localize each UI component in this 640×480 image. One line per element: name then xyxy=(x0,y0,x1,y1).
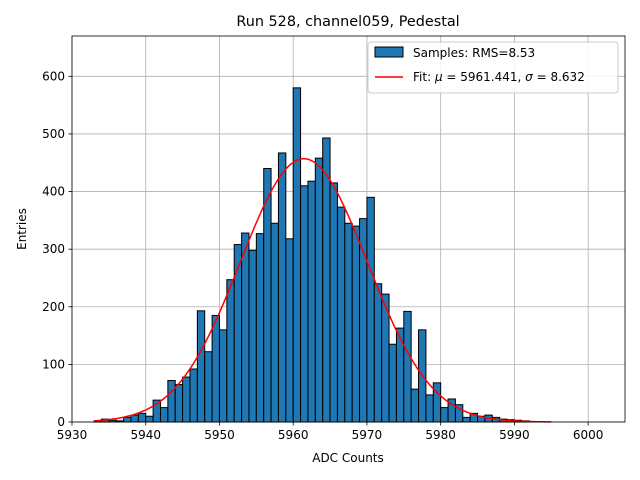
histogram-bar xyxy=(145,415,154,423)
legend-fit-label: Fit: μ = 5961.441, σ = 8.632 xyxy=(413,70,585,84)
x-tick-label: 5980 xyxy=(425,428,456,442)
histogram-bar xyxy=(425,394,434,423)
histogram-bar xyxy=(388,343,397,423)
histogram-bar xyxy=(248,249,257,423)
x-tick-label: 5940 xyxy=(130,428,161,442)
histogram-bar xyxy=(307,180,316,423)
y-tick-label: 300 xyxy=(42,242,65,256)
y-tick-label: 200 xyxy=(42,300,65,314)
histogram-bar xyxy=(366,196,375,423)
histogram-bar xyxy=(123,416,132,423)
histogram-bar xyxy=(204,351,213,423)
legend-samples-swatch xyxy=(374,46,404,58)
histogram-bar xyxy=(263,168,272,423)
histogram-bar xyxy=(226,279,235,423)
legend-sigma-eq: = xyxy=(533,70,551,84)
legend: Samples: RMS=8.53 Fit: μ = 5961.441, σ =… xyxy=(367,41,619,94)
x-tick-label: 5950 xyxy=(204,428,235,442)
histogram-bar xyxy=(270,222,279,423)
histogram-bar xyxy=(359,218,368,423)
histogram-bar xyxy=(410,388,420,423)
histogram-bar xyxy=(159,407,169,423)
x-tick-label: 6000 xyxy=(573,428,604,442)
histogram-bar xyxy=(189,368,198,423)
histogram-bar xyxy=(285,238,294,423)
chart-title: Run 528, channel059, Pedestal xyxy=(236,14,459,30)
histogram-bar xyxy=(351,225,361,423)
x-tick-label: 5970 xyxy=(352,428,383,442)
fit-curve xyxy=(94,157,552,423)
histogram-bar xyxy=(277,152,287,423)
histogram-bars xyxy=(93,87,530,423)
plot-frame xyxy=(71,35,626,423)
legend-mu-symbol: μ xyxy=(434,70,443,84)
histogram-bar xyxy=(440,407,449,423)
histogram-bar xyxy=(233,244,243,423)
histogram-bar xyxy=(322,137,331,423)
histogram-bar xyxy=(373,283,383,423)
histogram-bar xyxy=(432,382,442,423)
histogram-bar xyxy=(211,314,220,423)
histogram-bar xyxy=(462,416,471,423)
x-axis-label: ADC Counts xyxy=(312,451,384,465)
y-tick-label: 600 xyxy=(42,69,65,83)
histogram-bar xyxy=(167,380,176,423)
y-tick-label: 100 xyxy=(42,357,65,371)
y-tick-label: 0 xyxy=(57,415,65,429)
legend-samples-label: Samples: RMS=8.53 xyxy=(413,46,535,60)
x-tick-label: 5930 xyxy=(57,428,88,442)
histogram-bar xyxy=(314,157,324,423)
histogram-bar xyxy=(336,206,346,423)
legend-sigma-symbol: σ xyxy=(525,70,533,84)
y-tick-label: 400 xyxy=(42,185,65,199)
legend-fit-prefix: Fit: xyxy=(413,70,435,84)
histogram-bar xyxy=(130,414,139,423)
x-tick-label: 5960 xyxy=(278,428,309,442)
legend-sigma-value: 8.632 xyxy=(550,70,584,84)
histogram-bar xyxy=(196,310,206,423)
x-tick-label: 5990 xyxy=(499,428,530,442)
histogram-bar xyxy=(300,185,309,423)
histogram-bar xyxy=(218,329,228,423)
histogram-bar xyxy=(241,232,250,423)
y-axis-label: Entries xyxy=(15,208,29,250)
histogram-bar xyxy=(292,87,302,423)
legend-box xyxy=(367,41,619,94)
x-axis-ticks: 5930 5940 5950 5960 5970 5980 5990 6000 xyxy=(57,422,604,442)
legend-mu-eq: = xyxy=(443,70,461,84)
histogram-bar xyxy=(174,384,184,423)
histogram-bar xyxy=(137,412,147,423)
histogram-bar xyxy=(344,222,353,423)
histogram-bar xyxy=(403,310,412,423)
y-tick-label: 500 xyxy=(42,127,65,141)
histogram-bar xyxy=(329,182,338,423)
legend-sep: , xyxy=(518,70,526,84)
y-axis-ticks: 0 100 200 300 400 500 600 xyxy=(42,69,72,429)
histogram-bar xyxy=(255,233,265,423)
histogram-bar xyxy=(182,376,191,423)
legend-mu-value: 5961.441 xyxy=(460,70,517,84)
